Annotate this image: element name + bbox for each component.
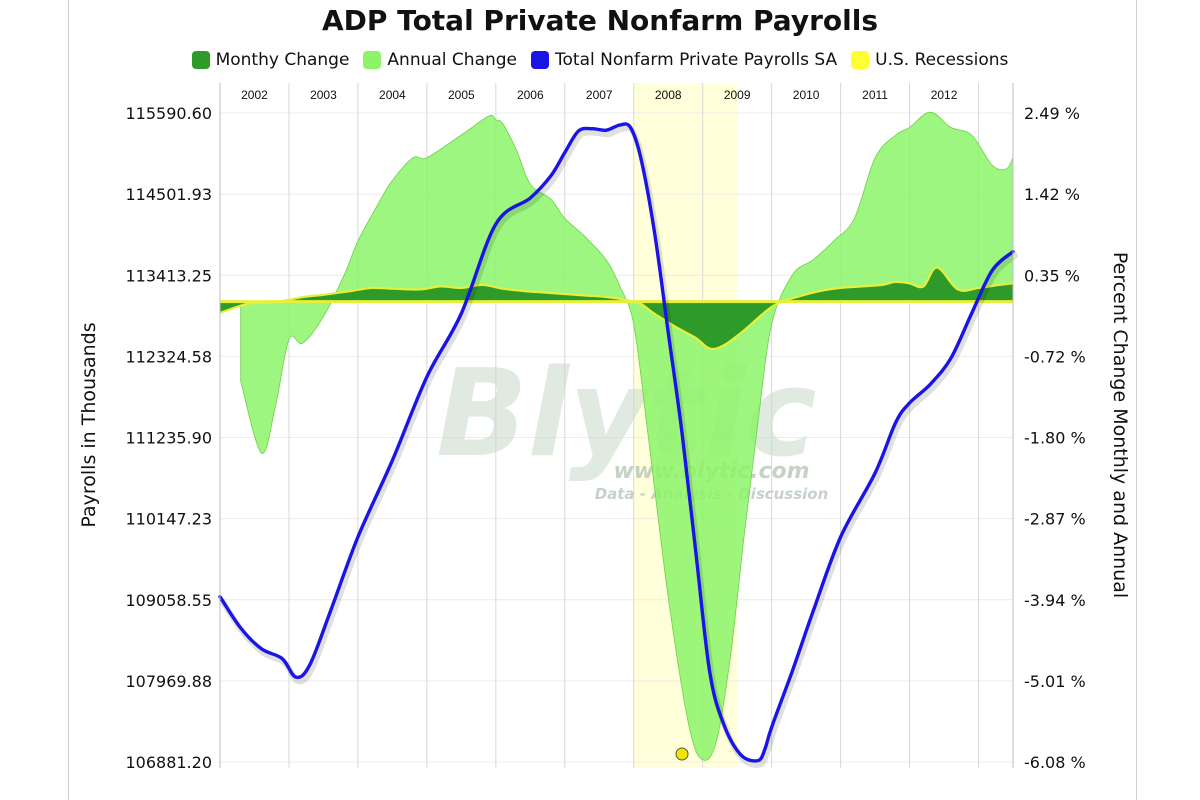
y2-tick-label: -2.87 % [1024,510,1086,529]
legend-item-annual[interactable]: Annual Change [363,50,517,70]
year-label: 2009 [724,88,751,102]
legend-swatch-payrolls [531,51,550,69]
y-tick-label: 114501.93 [125,185,212,204]
year-label: 2012 [931,88,958,102]
y2-tick-label: -6.08 % [1024,753,1086,772]
y-tick-label: 106881.20 [125,753,212,772]
chart-legend: Monthy Change Annual Change Total Nonfar… [0,50,1200,70]
year-label: 2011 [862,88,888,102]
y-tick-label: 115590.60 [125,104,212,123]
annual-change-area [240,111,1014,761]
monthly-change-area [220,267,1013,350]
y2-tick-label: 0.35 % [1024,266,1080,285]
y-tick-label: 113413.25 [125,266,212,285]
y2-tick-label: 2.49 % [1024,104,1080,123]
chart-title: ADP Total Private Nonfarm Payrolls [322,4,878,37]
y2-tick-label: -3.94 % [1024,591,1086,610]
legend-swatch-annual [363,51,382,69]
legend-item-payrolls[interactable]: Total Nonfarm Private Payrolls SA [531,50,837,70]
y-tick-label: 110147.23 [125,510,212,529]
year-label: 2008 [655,88,682,102]
legend-label-monthly: Monthy Change [215,50,350,70]
legend-label-payrolls: Total Nonfarm Private Payrolls SA [555,50,838,70]
year-label: 2004 [379,88,406,102]
y2-tick-label: 1.42 % [1024,185,1080,204]
year-label: 2006 [517,88,544,102]
legend-swatch-recessions [851,51,870,69]
year-label: 2003 [310,88,337,102]
year-label: 2002 [241,88,268,102]
y-tick-label: 107969.88 [125,672,212,691]
payrolls-line [218,122,1015,763]
y-tick-label: 109058.55 [125,591,212,610]
legend-swatch-monthly [191,51,210,69]
y-tick-label: 112324.58 [125,347,212,366]
year-label: 2005 [448,88,475,102]
year-label: 2007 [586,88,613,102]
y2-tick-label: -1.80 % [1024,429,1086,448]
y2-tick-label: -0.72 % [1024,347,1086,366]
legend-item-monthly[interactable]: Monthy Change [191,50,350,70]
legend-label-recessions: U.S. Recessions [875,50,1009,70]
year-label: 2010 [793,88,820,102]
y2-tick-label: -5.01 % [1024,672,1086,691]
legend-item-recessions[interactable]: U.S. Recessions [851,50,1008,70]
y-tick-label: 111235.90 [125,429,212,448]
monthly-change-outline [219,266,1014,351]
y-axis-title: Payrolls in Thousands [78,322,100,527]
recession-marker [675,747,689,761]
y2-axis-title: Percent Change Monthly and Annual [1109,252,1131,598]
legend-label-annual: Annual Change [387,50,518,70]
